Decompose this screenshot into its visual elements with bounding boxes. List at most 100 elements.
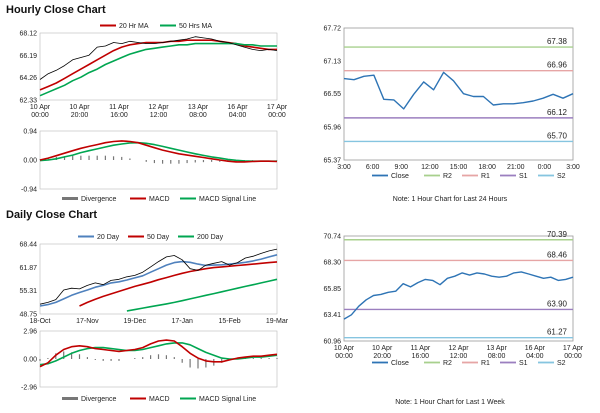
hourly-legend-ma50-label: 50 Hrs MA	[179, 23, 212, 30]
hourly-price-frame	[39, 32, 278, 101]
daily-macd-ytick-label: 0.00	[23, 357, 37, 364]
daily-price-ma20-line	[39, 254, 278, 307]
daily-pivot-xtick-label: 00:00	[564, 353, 582, 360]
hourly-section-title: Hourly Close Chart	[6, 4, 106, 16]
hourly-pivot-r1-label: 66.96	[547, 61, 568, 70]
daily-macd-macd-line	[39, 339, 278, 368]
hourly-pivot-xtick-label: 15:00	[450, 164, 468, 171]
hourly-price-ytick-label: 68.12	[19, 31, 37, 38]
daily-pivot-close-line	[343, 271, 574, 320]
hourly-price-xtick-label: 16:00	[110, 112, 128, 119]
daily-pivot-xtick-label: 16 Apr	[525, 345, 546, 352]
hourly-macd-signal-line	[39, 141, 277, 162]
daily-section-title: Daily Close Chart	[6, 209, 98, 221]
daily-pivot-xtick-label: 08:00	[488, 353, 506, 360]
daily-pivot-r1-label: 68.46	[547, 250, 568, 259]
daily-pivot-xtick-label: 04:00	[526, 353, 544, 360]
daily-legend-divergence-label: Divergence	[81, 396, 117, 403]
hourly-pivot-note: Note: 1 Hour Chart for Last 24 Hours	[392, 196, 508, 203]
hourly-price-xtick-label: 00:00	[268, 112, 286, 119]
daily-legend-macd-label: MACD	[149, 396, 170, 403]
hourly-price-xtick-label: 12:00	[150, 112, 168, 119]
hourly-price-xtick-label: 10 Apr	[30, 104, 51, 111]
daily-pivot-s1-label: 63.90	[547, 299, 568, 308]
daily-price-xtick-label: 17-Nov	[76, 318, 99, 325]
daily-pivot-ytick-label: 70.74	[323, 234, 341, 241]
hourly-price-price-line	[39, 36, 278, 80]
hourly-price-ytick-label: 64.26	[19, 75, 37, 82]
daily-pivot-legend-r2-label: R2	[443, 360, 452, 367]
daily-price-ma50-line	[79, 261, 278, 307]
daily-pivot-xtick-label: 13 Apr	[487, 345, 508, 352]
hourly-pivot-legend-r2-label: R2	[443, 173, 452, 180]
daily-price-ytick-label: 55.31	[19, 288, 37, 295]
hourly-price-ytick-label: 62.33	[19, 98, 37, 105]
daily-pivot-legend-s2-label: S2	[557, 360, 566, 367]
hourly-legend-macd-label: MACD	[149, 196, 170, 203]
hourly-price-xtick-label: 17 Apr	[267, 104, 288, 111]
daily-pivot-xtick-label: 11 Apr	[410, 345, 430, 352]
hourly-legend-divergence-label: Divergence	[81, 196, 117, 203]
hourly-pivot-legend-close-label: Close	[391, 173, 409, 180]
hourly-price-xtick-label: 00:00	[31, 112, 49, 119]
hourly-pivot-xtick-label: 0:00	[538, 164, 552, 171]
daily-price-xtick-label: 17-Jan	[171, 318, 193, 325]
daily-price-price-line	[39, 248, 278, 305]
hourly-price-xtick-label: 04:00	[229, 112, 247, 119]
daily-pivot-legend-r1-label: R1	[481, 360, 490, 367]
daily-price-frame	[39, 243, 278, 315]
hourly-price-xtick-label: 08:00	[189, 112, 207, 119]
hourly-pivot-xtick-label: 21:00	[507, 164, 525, 171]
daily-pivot-xtick-label: 10 Apr	[372, 345, 393, 352]
daily-pivot-xtick-label: 12 Apr	[448, 345, 469, 352]
daily-legend-ma20-label: 20 Day	[97, 234, 120, 241]
hourly-pivot-xtick-label: 9:00	[394, 164, 408, 171]
hourly-pivot-legend-s2-label: S2	[557, 173, 566, 180]
daily-pivot-legend-close-label: Close	[391, 360, 409, 367]
daily-pivot-s2-label: 61.27	[547, 328, 568, 337]
hourly-pivot-frame	[343, 27, 574, 161]
daily-price-ytick-label: 61.87	[19, 265, 37, 272]
hourly-pivot-xtick-label: 12:00	[421, 164, 439, 171]
daily-pivot-xtick-label: 12:00	[450, 353, 468, 360]
hourly-macd-ytick-label: 0.94	[23, 129, 37, 136]
hourly-pivot-r2-label: 67.38	[547, 37, 568, 46]
hourly-price-xtick-label: 16 Apr	[227, 104, 248, 111]
hourly-price-xtick-label: 10 Apr	[69, 104, 90, 111]
daily-pivot-frame	[343, 235, 574, 342]
hourly-pivot-ytick-label: 65.37	[323, 158, 341, 165]
daily-price-xtick-label: 19-Dec	[124, 318, 147, 325]
daily-legend-ma200-label: 200 Day	[197, 234, 224, 241]
hourly-price-xtick-label: 13 Apr	[188, 104, 209, 111]
hourly-pivot-xtick-label: 18:00	[478, 164, 496, 171]
daily-pivot-xtick-label: 00:00	[335, 353, 353, 360]
hourly-pivot-ytick-label: 67.72	[323, 26, 341, 33]
daily-macd-signal-line	[39, 342, 278, 366]
hourly-pivot-xtick-label: 6:00	[366, 164, 380, 171]
hourly-pivot-ytick-label: 65.96	[323, 124, 341, 131]
hourly-pivot-ytick-label: 67.13	[323, 59, 341, 66]
hourly-price-xtick-label: 20:00	[71, 112, 89, 119]
daily-pivot-xtick-label: 10 Apr	[334, 345, 355, 352]
daily-pivot-ytick-label: 65.85	[323, 286, 341, 293]
daily-price-xtick-label: 15-Feb	[219, 318, 241, 325]
hourly-macd-ytick-label: -0.94	[21, 187, 37, 194]
daily-pivot-xtick-label: 16:00	[412, 353, 430, 360]
hourly-pivot-legend-s1-label: S1	[519, 173, 528, 180]
daily-price-xtick-label: 19-Mar	[266, 318, 289, 325]
hourly-pivot-xtick-label: 3:00	[566, 164, 580, 171]
daily-pivot-ytick-label: 60.96	[323, 339, 341, 346]
daily-pivot-note: Note: 1 Hour Chart for Last 1 Week	[395, 399, 505, 406]
daily-pivot-ytick-label: 68.30	[323, 260, 341, 267]
hourly-pivot-xtick-label: 3:00	[337, 164, 351, 171]
daily-pivot-xtick-label: 17 Apr	[563, 345, 584, 352]
daily-pivot-ytick-label: 63.41	[323, 312, 341, 319]
hourly-price-xtick-label: 12 Apr	[148, 104, 169, 111]
hourly-price-ytick-label: 66.19	[19, 53, 37, 60]
daily-price-xtick-label: 18-Oct	[29, 318, 50, 325]
hourly-pivot-s1-label: 66.12	[547, 108, 568, 117]
daily-price-ma200-line	[126, 278, 278, 312]
daily-pivot-legend-s1-label: S1	[519, 360, 528, 367]
daily-legend-signal-label: MACD Signal Line	[199, 396, 256, 403]
